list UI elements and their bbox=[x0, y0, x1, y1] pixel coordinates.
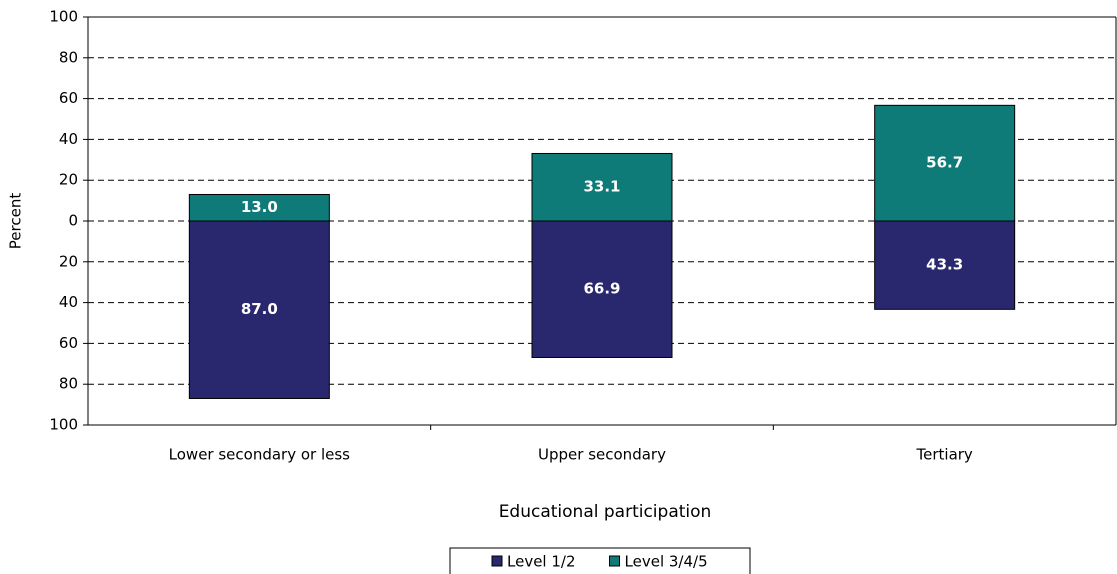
data-label: 43.3 bbox=[926, 256, 963, 274]
legend-label: Level 1/2 bbox=[507, 553, 576, 571]
y-axis-title: Percent bbox=[7, 193, 25, 250]
data-label: 56.7 bbox=[926, 154, 963, 172]
y-tick-label: 0 bbox=[68, 212, 78, 230]
x-tick-label: Upper secondary bbox=[538, 446, 666, 464]
bar bbox=[531, 220, 673, 358]
legend-swatch bbox=[491, 555, 503, 567]
legend-swatch bbox=[609, 555, 621, 567]
y-tick-label: 80 bbox=[59, 48, 78, 66]
data-label: 87.0 bbox=[241, 300, 278, 318]
data-label: 33.1 bbox=[583, 178, 620, 196]
x-tick-label: Tertiary bbox=[916, 446, 973, 464]
bar bbox=[874, 220, 1016, 310]
y-tick-label: 40 bbox=[59, 293, 78, 311]
y-tick-label: 60 bbox=[59, 334, 78, 352]
y-tick-label: 20 bbox=[59, 252, 78, 270]
bar bbox=[188, 193, 330, 222]
y-tick-label: 20 bbox=[59, 171, 78, 189]
y-tick-label: 60 bbox=[59, 89, 78, 107]
y-tick-label: 100 bbox=[49, 8, 78, 26]
data-label: 66.9 bbox=[583, 280, 620, 298]
y-tick-label: 80 bbox=[59, 375, 78, 393]
y-tick-label: 40 bbox=[59, 130, 78, 148]
legend-label: Level 3/4/5 bbox=[625, 553, 708, 571]
bar bbox=[874, 104, 1016, 222]
data-label: 13.0 bbox=[241, 198, 278, 216]
x-axis-title: Educational participation bbox=[499, 502, 712, 522]
bar bbox=[188, 220, 330, 399]
y-tick-label: 100 bbox=[49, 416, 78, 434]
x-tick-label: Lower secondary or less bbox=[169, 446, 351, 464]
bar bbox=[531, 152, 673, 222]
